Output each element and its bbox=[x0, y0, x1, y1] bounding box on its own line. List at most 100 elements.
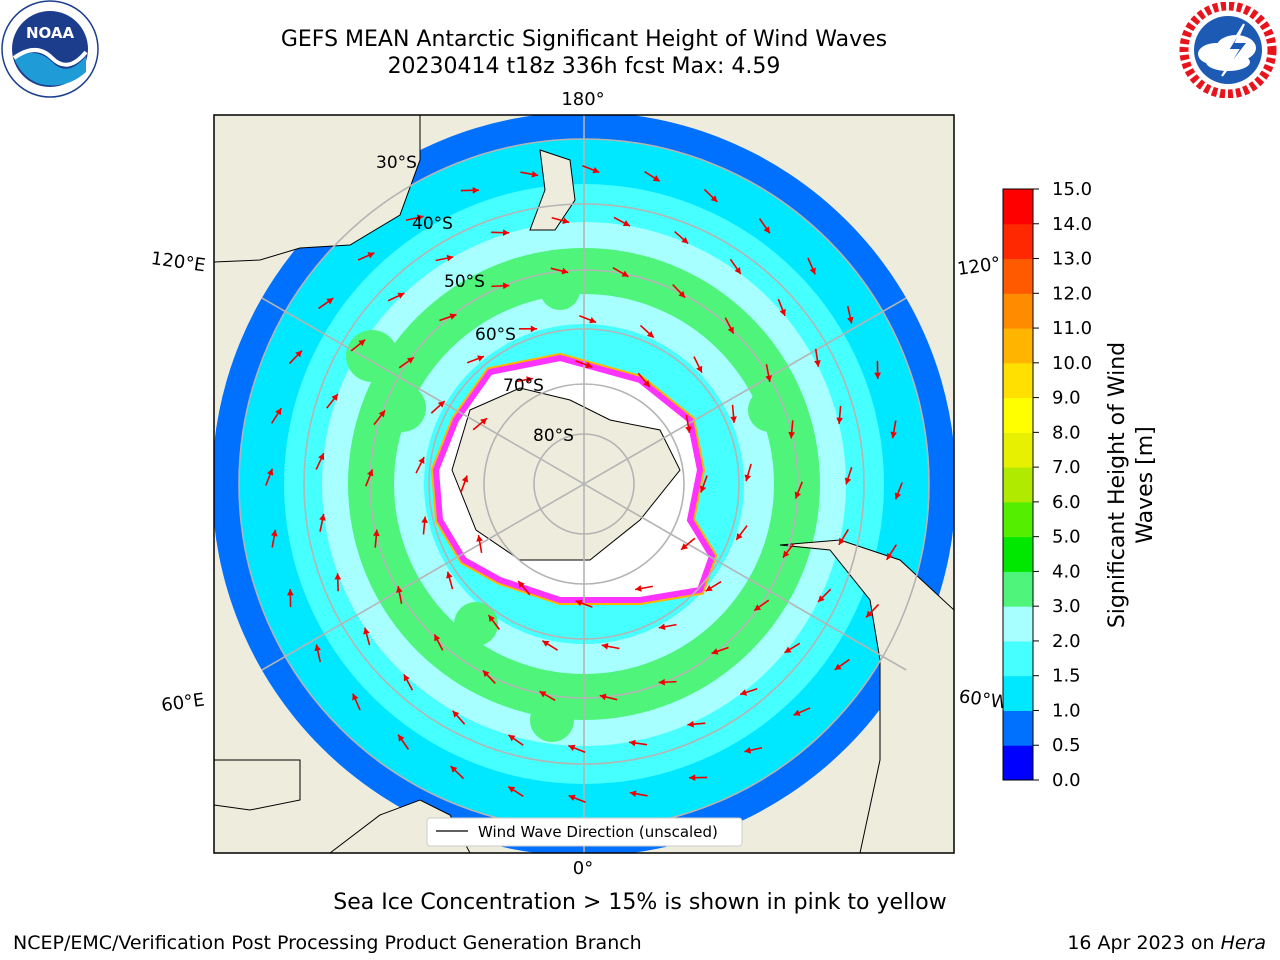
wind-arrowhead-84 bbox=[352, 693, 359, 701]
map-area bbox=[214, 115, 954, 853]
colorbar-tick-label-15: 13.0 bbox=[1052, 249, 1092, 270]
wind-arrowhead-8 bbox=[526, 376, 533, 383]
wind-arrowhead-102 bbox=[874, 372, 882, 379]
land-mass-0 bbox=[214, 115, 421, 263]
colorbar-segment-14 bbox=[1003, 258, 1033, 294]
wind-arrowhead-95 bbox=[531, 170, 539, 178]
noaa-logo: NOAA bbox=[1, 0, 99, 98]
wind-arrowhead-87 bbox=[270, 529, 278, 537]
date-text: 16 Apr 2023 on bbox=[1067, 932, 1221, 954]
wind-arrowhead-92 bbox=[367, 252, 375, 259]
wind-arrowhead-74 bbox=[844, 477, 852, 485]
wind-arrowhead-29 bbox=[754, 604, 762, 611]
wind-arrowhead-47 bbox=[765, 375, 772, 382]
wind-arrowhead-44 bbox=[621, 270, 629, 277]
wind-arrowhead-36 bbox=[396, 586, 403, 593]
wind-arrowhead-86 bbox=[286, 589, 294, 596]
wind-arrowhead-13 bbox=[705, 585, 713, 592]
colorbar-segment-10 bbox=[1003, 397, 1033, 433]
wind-arrowhead-82 bbox=[450, 766, 458, 773]
colorbar-tick-label-4: 2.0 bbox=[1052, 631, 1081, 652]
wind-arrowhead-83 bbox=[398, 734, 405, 742]
sea-ice-note: Sea Ice Concentration > 15% is shown in … bbox=[333, 890, 947, 915]
wind-arrowhead-37 bbox=[372, 529, 380, 537]
lat-label-3: 60°S bbox=[475, 325, 516, 345]
wave-patch-2 bbox=[530, 698, 574, 742]
wind-arrowhead-100 bbox=[809, 267, 816, 275]
wind-arrowhead-61 bbox=[318, 453, 325, 461]
wind-arrowhead-101 bbox=[847, 316, 854, 324]
wind-arrowhead-77 bbox=[784, 646, 792, 653]
wind-arrowhead-107 bbox=[834, 663, 842, 670]
wind-arrowhead-43 bbox=[561, 267, 569, 275]
wind-arrowhead-106 bbox=[866, 610, 873, 618]
lon-label-120w: 120° bbox=[956, 253, 1002, 280]
lat-label-1: 40°S bbox=[412, 214, 453, 234]
wind-arrowhead-10 bbox=[643, 380, 650, 387]
legend-box bbox=[426, 817, 743, 847]
wave-patch-7 bbox=[662, 272, 698, 308]
wind-arrowhead-40 bbox=[406, 357, 414, 364]
wind-arrowhead-56 bbox=[452, 710, 460, 718]
lat-label-4: 70°S bbox=[503, 376, 544, 396]
colorbar-segment-15 bbox=[1003, 223, 1033, 260]
colorbar-tick-label-12: 10.0 bbox=[1052, 353, 1092, 374]
wind-arrowhead-30 bbox=[711, 648, 719, 655]
machine-name: Hera bbox=[1220, 932, 1266, 954]
colorbar-tick-label-13: 11.0 bbox=[1052, 318, 1092, 339]
wind-arrowhead-57 bbox=[403, 674, 410, 682]
wind-arrowhead-58 bbox=[363, 627, 370, 635]
colorbar-segment-3 bbox=[1003, 640, 1033, 677]
wind-arrowhead-59 bbox=[334, 573, 342, 580]
wind-arrowhead-22 bbox=[477, 355, 485, 362]
wind-arrowhead-5 bbox=[476, 535, 483, 542]
colorbar-frame bbox=[1002, 188, 1034, 781]
graticule bbox=[214, 115, 954, 853]
wind-arrowhead-97 bbox=[652, 175, 660, 182]
colorbar-segment-12 bbox=[1003, 328, 1033, 364]
wind-arrowhead-65 bbox=[446, 254, 454, 262]
wind-arrowhead-81 bbox=[508, 786, 516, 793]
wind-arrowhead-63 bbox=[358, 339, 366, 347]
wind-arrowhead-2 bbox=[635, 585, 642, 592]
wind-arrowhead-109 bbox=[744, 747, 752, 754]
wind-arrowhead-94 bbox=[472, 186, 479, 194]
colorbar-label-line1: Significant Height of Wind bbox=[1105, 342, 1130, 628]
wind-arrowhead-33 bbox=[539, 691, 547, 698]
colorbar-tick-label-14: 12.0 bbox=[1052, 283, 1092, 304]
noaa-text: NOAA bbox=[26, 24, 75, 42]
wind-arrowhead-105 bbox=[886, 552, 893, 560]
wind-arrowhead-42 bbox=[503, 282, 510, 290]
wind-arrowhead-32 bbox=[599, 693, 607, 701]
colorbar-segment-1 bbox=[1003, 710, 1033, 746]
wind-arrowhead-99 bbox=[763, 226, 770, 234]
lon-label-0: 0° bbox=[573, 858, 593, 879]
wind-arrowhead-12 bbox=[736, 533, 743, 540]
wind-arrowhead-23 bbox=[530, 325, 537, 333]
wind-arrowhead-35 bbox=[434, 634, 441, 642]
wind-arrowhead-96 bbox=[592, 166, 600, 174]
colorbar-segment-2 bbox=[1003, 675, 1033, 711]
colorbar-tick-label-11: 9.0 bbox=[1052, 388, 1081, 409]
colorbar-tick-label-9: 7.0 bbox=[1052, 457, 1081, 478]
lon-label-180: 180° bbox=[561, 89, 604, 110]
wind-arrowhead-62 bbox=[331, 394, 338, 401]
wind-arrowhead-66 bbox=[502, 229, 510, 237]
colorbar-segment-6 bbox=[1003, 536, 1033, 572]
wind-arrowhead-88 bbox=[266, 468, 274, 476]
colorbar-tick-label-10: 8.0 bbox=[1052, 422, 1081, 443]
colorbar-tick-label-8: 6.0 bbox=[1052, 492, 1081, 513]
wave-patch-5 bbox=[782, 492, 818, 528]
wind-arrowhead-17 bbox=[488, 615, 495, 622]
lon-label-60w: 60°W bbox=[958, 686, 1010, 714]
wind-arrowhead-90 bbox=[295, 350, 302, 358]
wind-arrowhead-89 bbox=[275, 408, 282, 416]
wind-arrowhead-50 bbox=[782, 550, 790, 558]
wind-arrowhead-41 bbox=[449, 313, 457, 320]
wind-arrowhead-78 bbox=[689, 774, 696, 782]
wind-arrowhead-20 bbox=[418, 456, 425, 464]
wind-arrowhead-54 bbox=[568, 744, 576, 751]
wave-patch-0 bbox=[346, 330, 398, 382]
chart-subtitle: 20230414 t18z 336h fcst Max: 4.59 bbox=[387, 54, 781, 79]
